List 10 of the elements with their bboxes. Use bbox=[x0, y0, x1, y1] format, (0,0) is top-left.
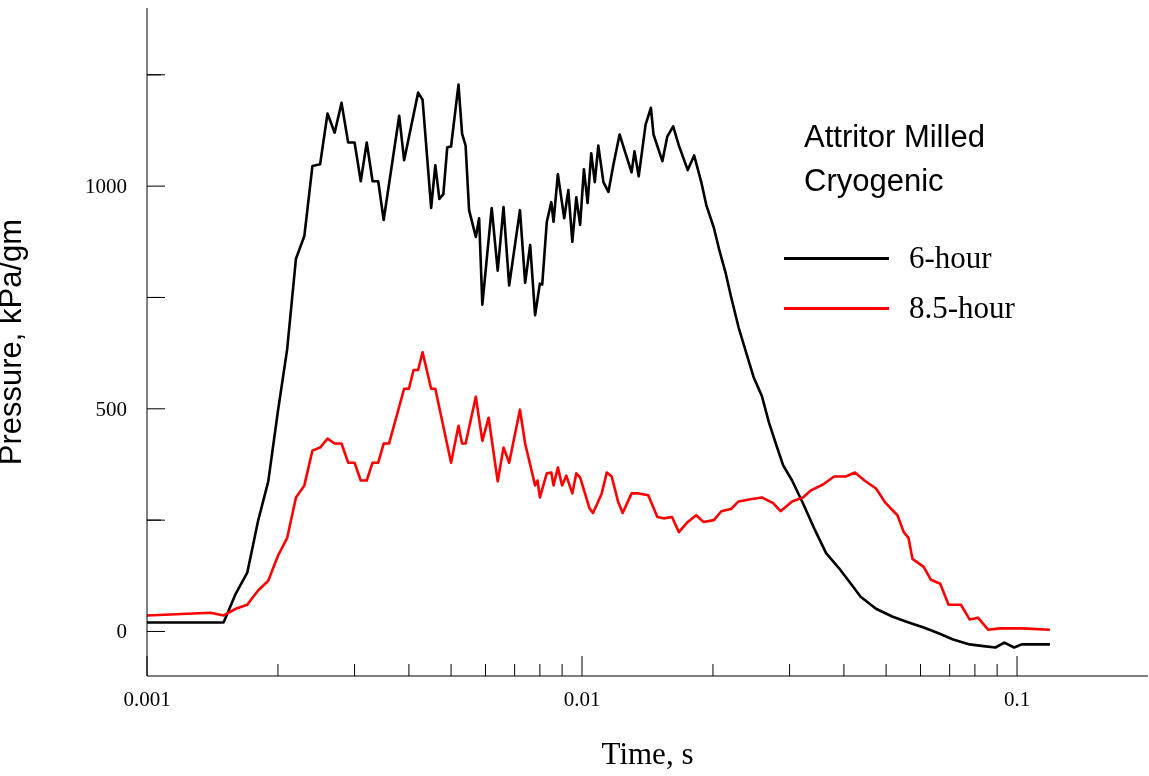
legend-label: 6-hour bbox=[909, 240, 992, 276]
x-axis-title: Time, s bbox=[601, 736, 694, 771]
x-tick-label: 0.1 bbox=[1003, 687, 1031, 711]
legend-label: 8.5-hour bbox=[909, 290, 1015, 326]
y-tick-label: 500 bbox=[95, 396, 127, 421]
y-tick-label: 0 bbox=[116, 619, 127, 644]
legend-title: Attritor Milled Cryogenic bbox=[804, 118, 986, 200]
y-tick-label: 1000 bbox=[85, 174, 127, 199]
x-tick-label: 0.01 bbox=[563, 687, 601, 711]
x-tick-label: 0.001 bbox=[123, 687, 171, 711]
